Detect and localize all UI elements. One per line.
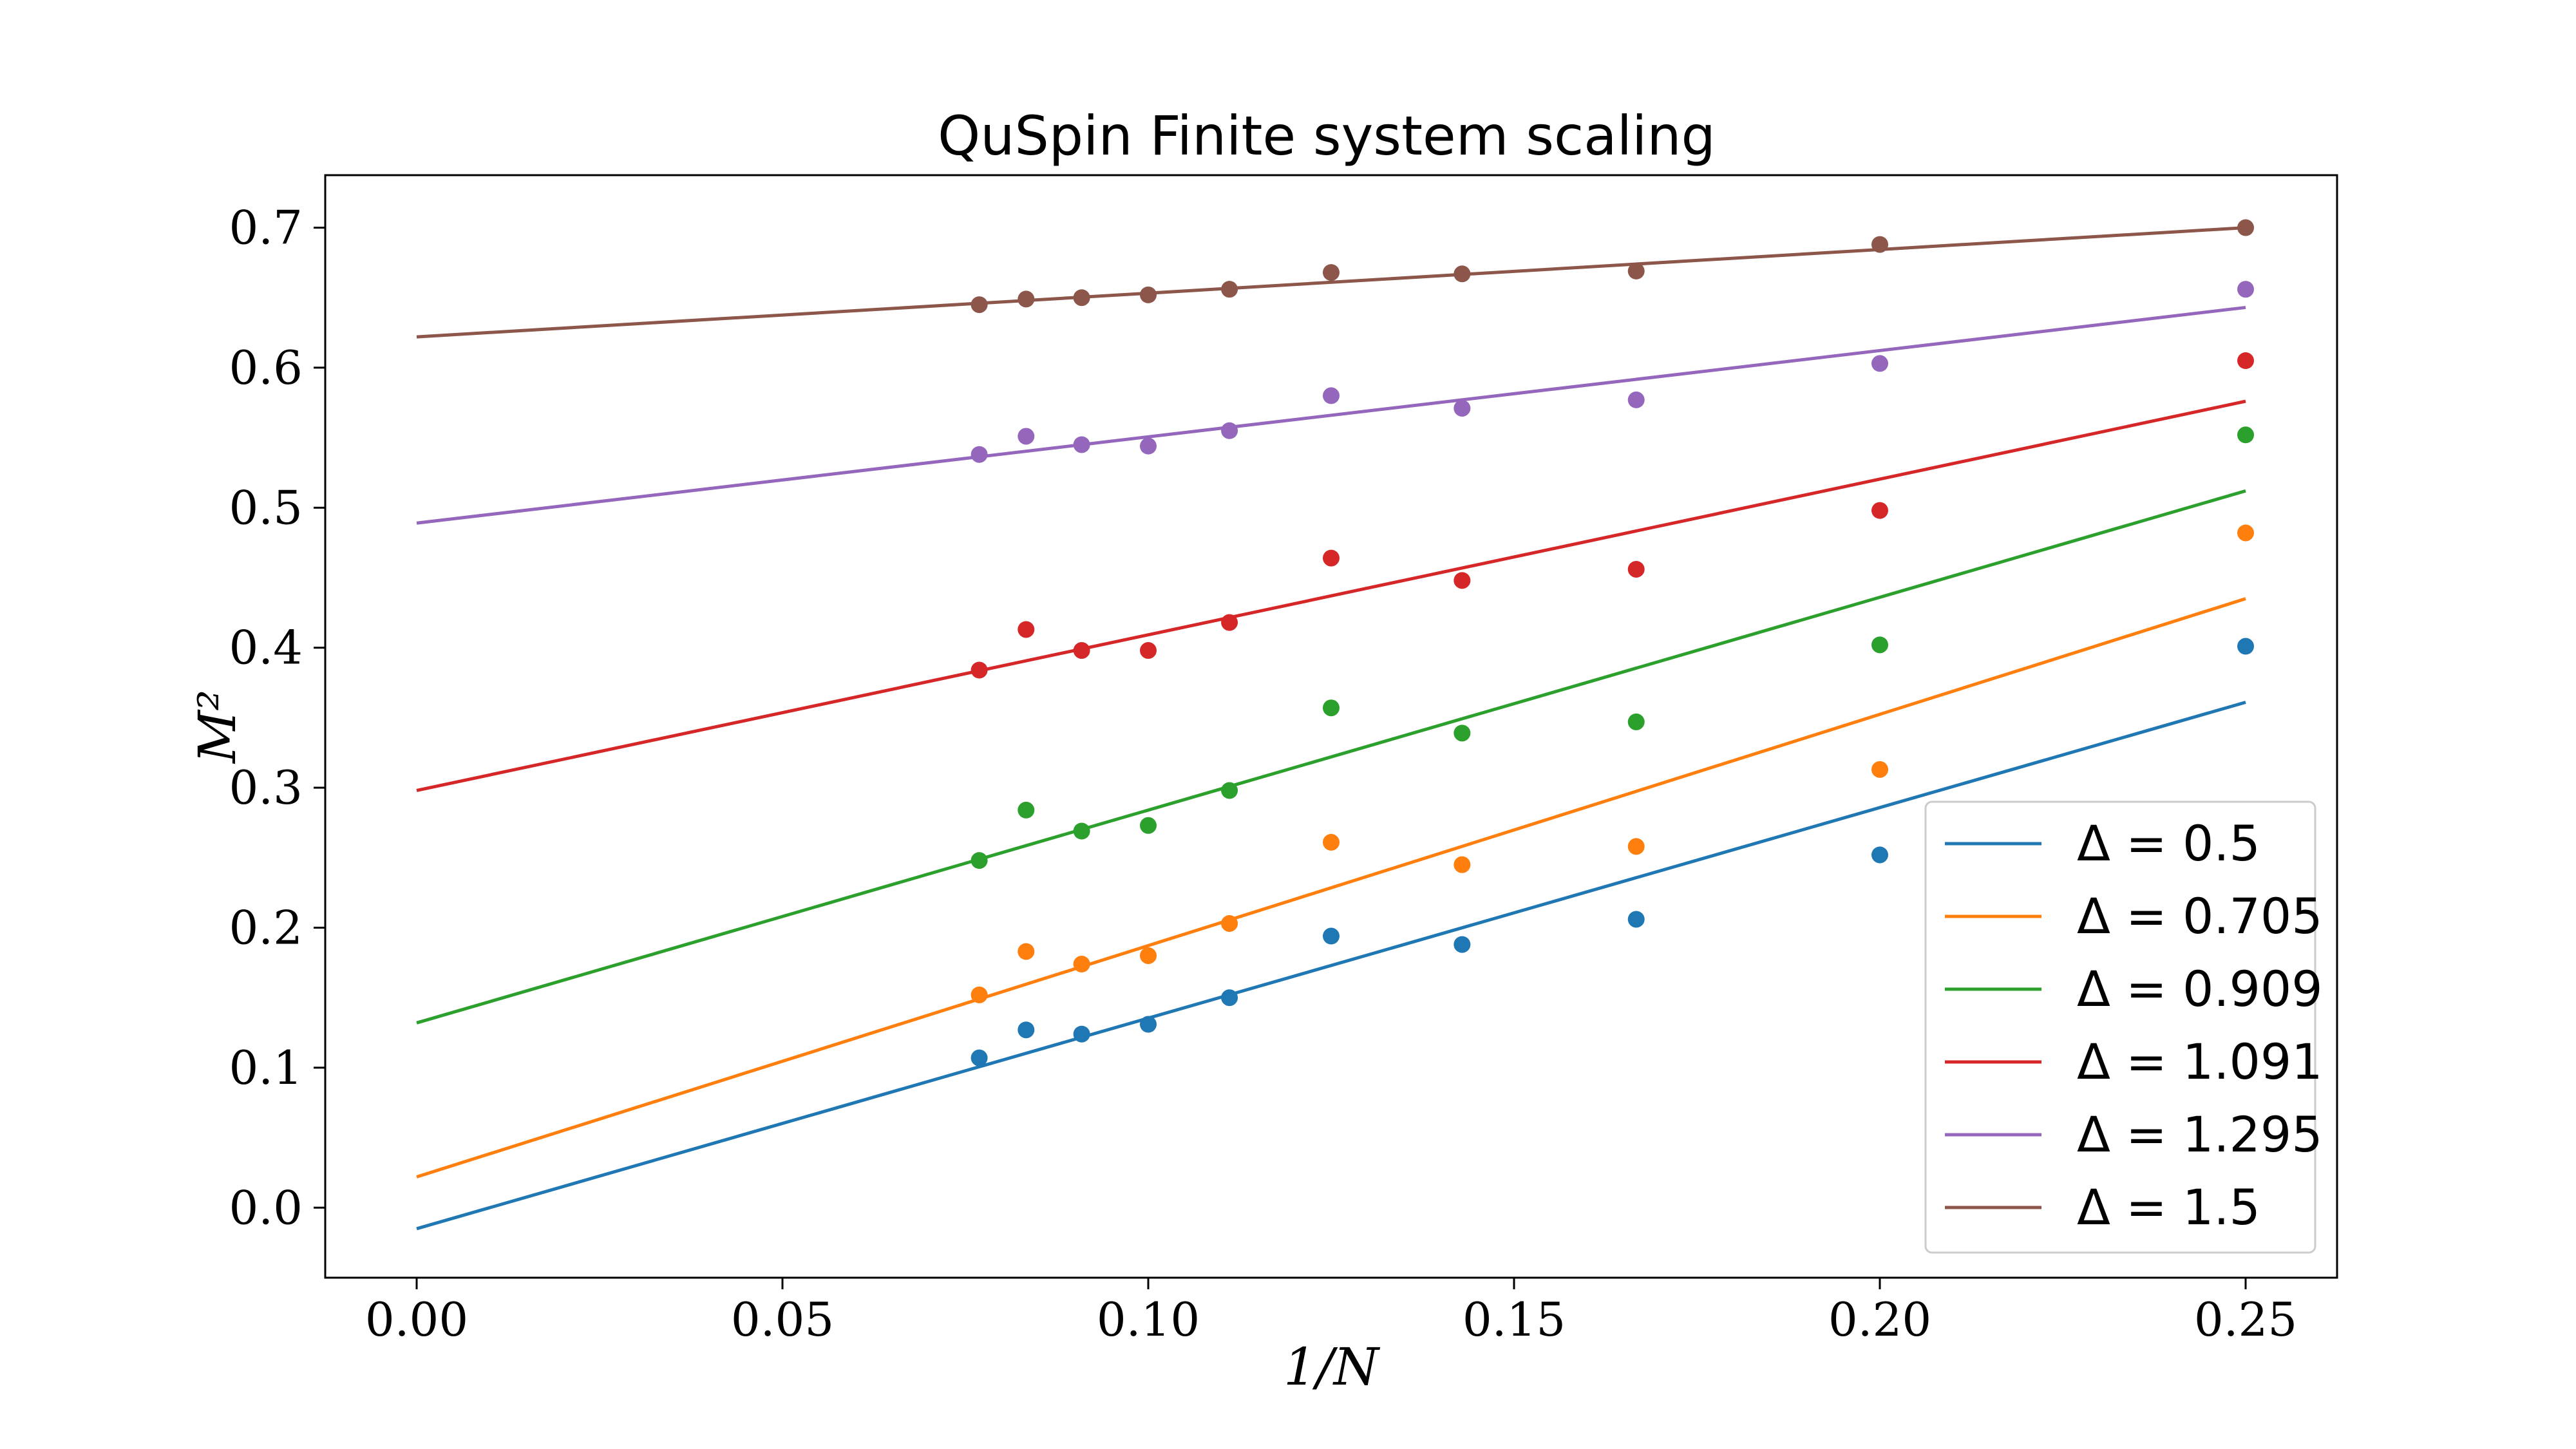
data-point-series-2: [1073, 822, 1090, 840]
fit-line-series-5: [416, 226, 2246, 339]
data-point-series-2: [1871, 636, 1888, 654]
data-point-series-3: [1454, 572, 1471, 589]
data-point-series-2: [1627, 713, 1645, 730]
data-point-series-4: [1323, 387, 1340, 404]
y-tick-label: 0.4: [229, 621, 303, 675]
data-point-series-0: [1871, 846, 1888, 864]
data-point-series-2: [1221, 782, 1238, 799]
x-tick-label: 0.00: [365, 1293, 468, 1347]
legend: Δ = 0.5 Δ = 0.705 Δ = 0.909 Δ = 1.091 Δ = 1.…: [1924, 800, 2323, 1254]
data-point-series-1: [1140, 947, 1157, 964]
data-point-series-1: [1221, 914, 1238, 932]
data-point-series-0: [2237, 638, 2254, 655]
chart-title: QuSpin Finite system scaling: [938, 104, 1716, 167]
x-axis: 0.00 0.05 0.10 0.15 0.20 0.25: [365, 1278, 2297, 1347]
data-point-series-3: [1323, 549, 1340, 567]
x-axis-label: 1/N: [1283, 1337, 1381, 1397]
y-tick-label: 0.7: [229, 201, 303, 255]
data-point-series-1: [1018, 943, 1035, 960]
data-point-series-5: [1871, 236, 1888, 253]
y-tick-label: 0.3: [229, 761, 303, 815]
legend-label: Δ = 0.909: [2077, 960, 2323, 1018]
x-tick-label: 0.10: [1097, 1293, 1200, 1347]
data-point-series-1: [1871, 761, 1888, 778]
data-point-series-5: [1627, 262, 1645, 279]
data-point-series-3: [1018, 621, 1035, 638]
x-tick-label: 0.05: [731, 1293, 834, 1347]
data-point-series-0: [1221, 989, 1238, 1007]
y-tick-label: 0.6: [229, 341, 303, 395]
data-point-series-5: [971, 296, 988, 314]
data-point-series-1: [1454, 856, 1471, 873]
fit-line-series-1: [416, 597, 2246, 1179]
data-point-series-1: [971, 986, 988, 1003]
data-point-series-4: [971, 446, 988, 463]
y-tick-label: 0.5: [229, 480, 303, 535]
data-point-series-5: [1221, 281, 1238, 298]
plot-frame: [324, 174, 2338, 1279]
data-point-series-0: [1627, 911, 1645, 928]
y-tick-label: 0.2: [229, 901, 303, 955]
data-point-series-3: [1627, 560, 1645, 578]
data-point-series-4: [1627, 391, 1645, 408]
data-point-series-5: [1323, 264, 1340, 281]
y-tick-label: 0.0: [229, 1180, 303, 1235]
x-tick-label: 0.25: [2194, 1293, 2297, 1347]
data-point-series-5: [1140, 286, 1157, 303]
data-point-series-5: [1454, 265, 1471, 283]
y-axis-label: M²: [187, 690, 247, 764]
fit-line-series-4: [416, 305, 2246, 525]
fit-line-series-3: [416, 399, 2246, 792]
data-point-series-0: [1073, 1025, 1090, 1043]
data-point-series-1: [2237, 524, 2254, 542]
data-point-series-1: [1627, 838, 1645, 855]
y-axis: 0.0 0.1 0.2 0.3 0.4 0.5 0.6 0.7: [229, 201, 325, 1235]
data-point-series-2: [1454, 724, 1471, 742]
data-point-series-4: [1454, 399, 1471, 417]
data-point-series-3: [1140, 642, 1157, 659]
data-point-series-4: [1018, 428, 1035, 445]
data-point-series-4: [1140, 437, 1157, 455]
data-point-series-3: [2237, 352, 2254, 370]
data-point-series-2: [1140, 817, 1157, 834]
data-point-series-4: [1871, 355, 1888, 372]
data-point-series-2: [2237, 426, 2254, 444]
data-point-series-3: [1073, 642, 1090, 659]
x-tick-label: 0.20: [1828, 1293, 1931, 1347]
data-point-series-4: [1221, 422, 1238, 439]
data-point-series-0: [1018, 1021, 1035, 1039]
y-tick-label: 0.1: [229, 1041, 303, 1095]
x-tick-label: 0.15: [1463, 1293, 1566, 1347]
data-point-series-0: [1323, 927, 1340, 945]
legend-label: Δ = 0.705: [2077, 887, 2323, 945]
data-point-series-0: [1140, 1016, 1157, 1033]
data-point-series-0: [1454, 936, 1471, 953]
data-point-series-2: [971, 852, 988, 869]
legend-label: Δ = 1.5: [2077, 1179, 2260, 1236]
plot-area: [416, 219, 2254, 1231]
data-point-series-1: [1323, 833, 1340, 851]
legend-box: [1924, 800, 2316, 1254]
legend-label: Δ = 1.295: [2077, 1106, 2323, 1163]
legend-label: Δ = 1.091: [2077, 1033, 2323, 1090]
data-point-series-3: [971, 661, 988, 679]
data-point-series-4: [2237, 281, 2254, 298]
data-point-series-5: [2237, 219, 2254, 236]
data-point-series-3: [1221, 614, 1238, 631]
fit-line-series-2: [416, 489, 2246, 1025]
data-point-series-2: [1018, 801, 1035, 819]
data-point-series-1: [1073, 956, 1090, 973]
fit-line-series-0: [416, 701, 2246, 1231]
data-point-series-5: [1073, 289, 1090, 307]
legend-label: Δ = 0.5: [2077, 815, 2260, 872]
data-point-series-5: [1018, 290, 1035, 308]
data-point-series-3: [1871, 502, 1888, 519]
data-point-series-2: [1323, 699, 1340, 717]
data-point-series-4: [1073, 436, 1090, 453]
data-point-series-0: [971, 1049, 988, 1066]
